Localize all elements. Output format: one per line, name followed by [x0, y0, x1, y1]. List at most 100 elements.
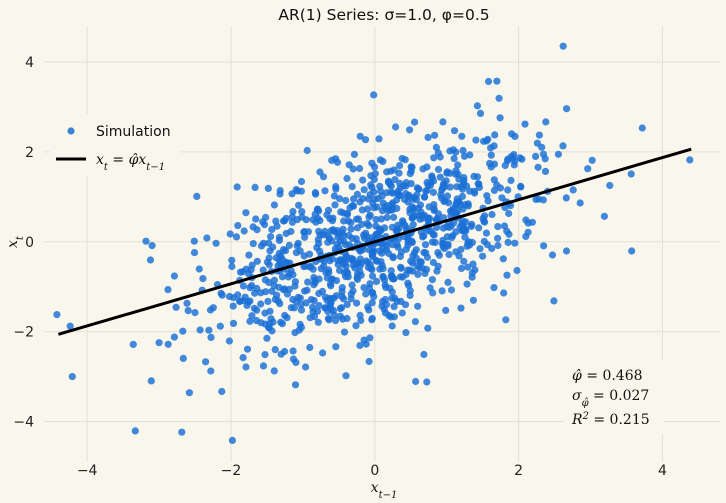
scatter-point — [315, 275, 323, 283]
scatter-point — [248, 282, 256, 290]
scatter-point — [388, 206, 396, 214]
scatter-point — [539, 196, 547, 204]
scatter-point — [524, 219, 532, 227]
scatter-point — [446, 183, 454, 191]
scatter-point — [332, 155, 340, 163]
scatter-point — [336, 195, 344, 203]
scatter-point — [225, 292, 234, 301]
scatter-point — [446, 207, 455, 215]
scatter-point — [261, 351, 269, 359]
tick-labels: −4 −2 0 2 4 −4 −2 0 2 4 — [13, 55, 667, 479]
scatter-point — [263, 334, 271, 342]
scatter-point — [463, 280, 471, 288]
scatter-point — [212, 239, 220, 247]
scatter-point — [389, 254, 397, 262]
scatter-point — [479, 252, 487, 260]
scatter-point — [311, 210, 319, 218]
scatter-point — [436, 173, 444, 181]
scatter-point — [287, 267, 295, 275]
scatter-point — [269, 243, 277, 251]
scatter-point — [496, 114, 504, 122]
scatter-point — [468, 269, 476, 277]
scatter-point — [439, 224, 447, 232]
scatter-point — [388, 294, 396, 302]
scatter-point — [370, 91, 378, 99]
scatter-point — [306, 343, 314, 352]
scatter-point — [484, 135, 492, 143]
scatter-point — [494, 234, 502, 242]
scatter-point — [428, 174, 436, 182]
scatter-point — [332, 292, 340, 300]
scatter-point — [261, 276, 269, 284]
scatter-point — [466, 151, 474, 159]
scatter-point — [265, 261, 273, 269]
scatter-point — [146, 256, 155, 264]
scatter-point — [550, 297, 558, 305]
scatter-point — [253, 257, 261, 265]
scatter-point — [218, 291, 226, 299]
scatter-point — [541, 167, 550, 175]
scatter-point — [365, 357, 373, 366]
scatter-point — [343, 300, 351, 309]
scatter-point — [172, 303, 180, 311]
scatter-point — [314, 318, 322, 326]
scatter-point — [270, 201, 278, 209]
scatter-point — [548, 251, 557, 259]
scatter-point — [68, 373, 76, 381]
scatter-point — [295, 201, 303, 209]
scatter-point — [404, 279, 412, 287]
scatter-point — [225, 337, 233, 345]
scatter-point — [356, 164, 364, 173]
scatter-point — [291, 329, 299, 337]
scatter-point — [338, 304, 346, 312]
y-tick-label: −2 — [13, 325, 34, 341]
scatter-point — [383, 213, 391, 222]
scatter-point — [511, 132, 519, 140]
x-axis-label-main: x — [371, 480, 379, 496]
scatter-point — [259, 239, 268, 247]
scatter-point — [178, 428, 186, 436]
scatter-point — [312, 190, 320, 198]
scatter-point — [361, 136, 370, 144]
scatter-point — [503, 271, 511, 279]
scatter-point — [279, 286, 288, 294]
scatter-point — [196, 326, 204, 334]
scatter-point — [347, 225, 355, 233]
scatter-point — [424, 214, 432, 222]
scatter-point — [387, 188, 395, 196]
scatter-point — [368, 265, 376, 273]
scatter-point — [470, 187, 478, 195]
scatter-point — [431, 238, 439, 247]
scatter-point — [368, 314, 376, 322]
scatter-point — [366, 334, 374, 342]
scatter-point — [409, 259, 417, 267]
scatter-point — [459, 180, 467, 188]
scatter-point — [396, 162, 404, 170]
scatter-point — [490, 284, 498, 292]
scatter-point — [393, 241, 401, 249]
scatter-point — [445, 250, 453, 259]
scatter-point — [475, 224, 483, 232]
stat-r2-value: = 0.215 — [589, 412, 650, 428]
scatter-point — [228, 256, 236, 264]
scatter-point — [420, 350, 428, 359]
scatter-point — [297, 306, 306, 314]
scatter-point — [288, 190, 296, 198]
scatter-point — [490, 160, 499, 168]
scatter-point — [476, 109, 485, 117]
scatter-point — [229, 319, 238, 327]
scatter-point — [465, 241, 474, 249]
scatter-point — [365, 284, 373, 292]
scatter-point — [396, 179, 404, 187]
scatter-point — [494, 241, 502, 250]
scatter-point — [239, 282, 248, 290]
scatter-point — [504, 155, 512, 163]
scatter-point — [287, 227, 295, 236]
scatter-point — [253, 306, 261, 314]
scatter-point — [241, 293, 249, 301]
scatter-point — [242, 363, 250, 371]
scatter-point — [368, 272, 377, 280]
scatter-point — [532, 152, 540, 160]
x-axis-label-sub: t−1 — [379, 490, 398, 501]
scatter-point — [440, 214, 448, 222]
